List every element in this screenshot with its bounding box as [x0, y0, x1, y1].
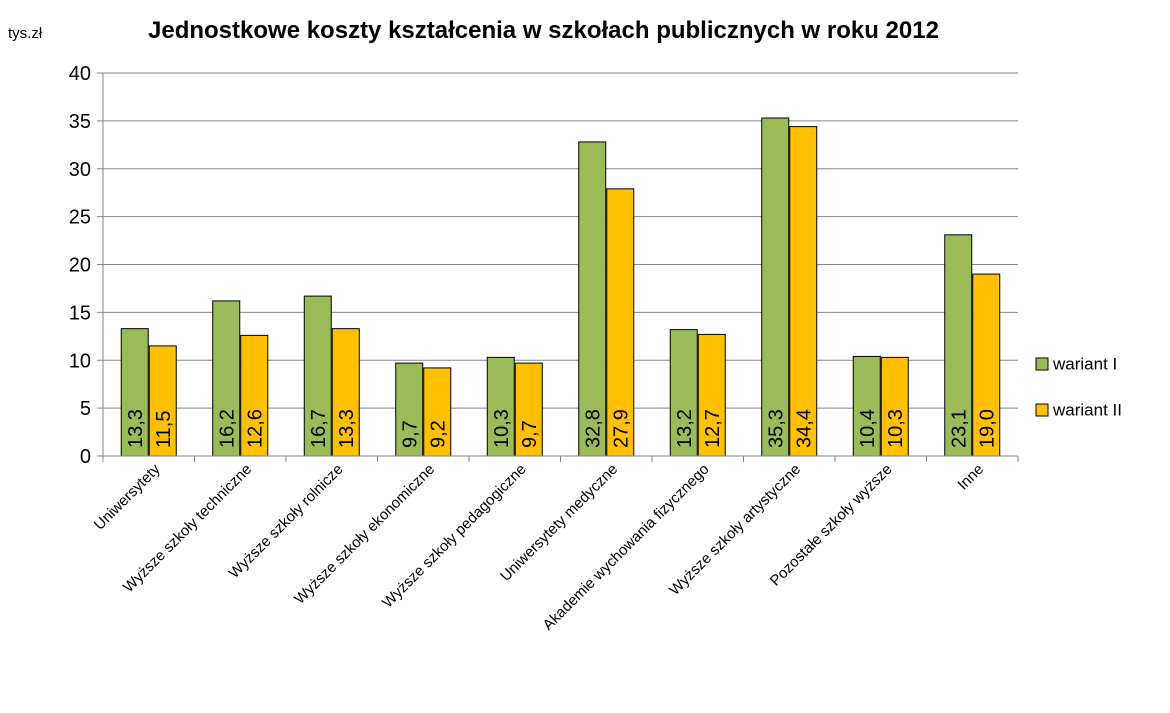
bar-wariant-i: [944, 234, 973, 457]
data-label: 16,7: [308, 409, 330, 448]
y-tick-label: 35: [69, 111, 91, 133]
data-label: 27,9: [610, 409, 632, 448]
bar-wariant-ii: [240, 334, 269, 457]
y-axis-unit: tys.zł: [8, 25, 43, 42]
data-label: 10,4: [857, 409, 879, 448]
bar-wariant-i: [212, 300, 241, 457]
chart-title: Jednostkowe koszty kształcenia w szkołac…: [148, 17, 939, 44]
data-label: 23,1: [948, 409, 970, 448]
data-label: 10,3: [885, 409, 907, 448]
data-label: 35,3: [765, 409, 787, 448]
data-label: 9,7: [399, 420, 421, 448]
bar-wariant-i: [395, 362, 424, 457]
data-label: 32,8: [582, 409, 604, 448]
x-tick-label: Wyższe szkoły pedagogiczne: [379, 461, 529, 611]
legend-swatch: [1035, 357, 1049, 371]
x-tick-label: Akademie wychowania fizycznego: [540, 461, 713, 634]
legend-label: wariant I: [1052, 355, 1117, 374]
x-tick-label: Inne: [954, 461, 987, 494]
data-label: 9,2: [427, 420, 449, 448]
data-label: 12,6: [244, 409, 266, 448]
data-label: 16,2: [216, 409, 238, 448]
x-tick-label: Uniwersytety: [91, 460, 164, 533]
bar-wariant-i: [761, 117, 790, 457]
data-label: 9,7: [519, 420, 541, 448]
y-tick-label: 30: [69, 159, 91, 181]
data-label: 13,2: [674, 409, 696, 448]
data-label: 11,5: [153, 411, 175, 448]
bar-wariant-ii: [331, 328, 360, 457]
data-label: 34,4: [793, 409, 815, 448]
bar-wariant-ii: [423, 367, 452, 457]
y-tick-label: 5: [80, 398, 91, 420]
y-tick-label: 20: [69, 255, 91, 277]
data-label: 19,0: [976, 409, 998, 448]
bar-wariant-ii: [606, 188, 635, 457]
bar-wariant-ii: [789, 126, 818, 457]
y-tick-label: 40: [69, 63, 91, 85]
data-label: 13,3: [336, 409, 358, 448]
bar-wariant-i: [852, 355, 881, 457]
data-label: 12,7: [702, 409, 724, 448]
data-label: 13,3: [125, 409, 147, 448]
legend-label: wariant II: [1052, 401, 1122, 420]
bar-wariant-i: [578, 141, 607, 457]
bar-wariant-ii: [972, 273, 1001, 457]
bar-wariant-ii: [880, 356, 909, 457]
y-tick-label: 10: [69, 350, 91, 372]
bar-wariant-ii: [514, 362, 543, 457]
bar-wariant-i: [120, 328, 149, 457]
y-tick-label: 15: [69, 302, 91, 324]
y-tick-label: 25: [69, 207, 91, 229]
y-tick-label: 0: [80, 446, 91, 468]
legend-swatch: [1035, 403, 1049, 417]
data-label: 10,3: [491, 409, 513, 448]
bar-wariant-i: [303, 295, 332, 457]
